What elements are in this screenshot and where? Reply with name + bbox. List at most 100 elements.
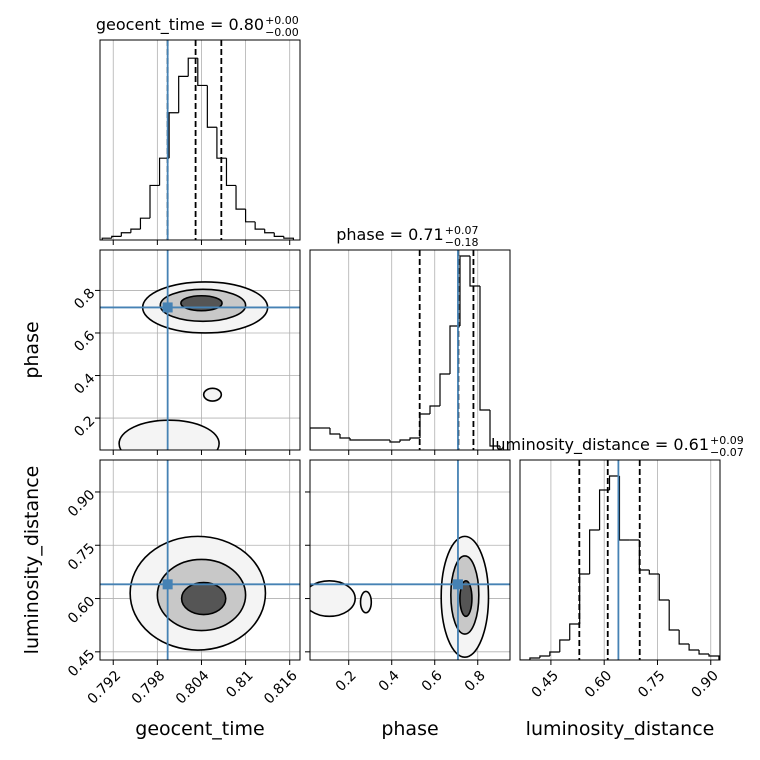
hist-step [648, 570, 660, 575]
contour [202, 387, 223, 402]
truth-marker [162, 579, 173, 590]
hist-step [339, 434, 350, 439]
hist-step [579, 573, 590, 624]
hist-step [598, 489, 610, 530]
hist-step [439, 373, 450, 406]
hist-step [409, 437, 420, 440]
hist-step [589, 529, 600, 574]
hist-step [149, 184, 160, 219]
hist-step [235, 185, 246, 210]
y-tick-label: 0.75 [65, 540, 98, 573]
x-tick-label: 0.2 [333, 668, 360, 695]
hist-step [111, 235, 122, 239]
y-tick-label: 0.8 [71, 285, 98, 312]
panel-title: geocent_time = 0.80 [96, 15, 264, 35]
hist-step [101, 237, 112, 240]
hist-step [139, 217, 150, 230]
hist-step [429, 405, 440, 414]
x-tick-label: 0.90 [688, 668, 721, 701]
hist-step [216, 127, 227, 159]
y-axis-label: luminosity_distance [21, 466, 43, 655]
hist-step [698, 650, 709, 655]
title-upper: +0.07 [445, 224, 479, 237]
hist-step [678, 630, 690, 645]
panel [100, 460, 300, 660]
contour [118, 419, 220, 450]
title-upper: +0.09 [710, 434, 744, 447]
panel [310, 250, 510, 450]
hist-step [158, 157, 170, 186]
hist-step [618, 476, 630, 541]
truth-marker [162, 302, 173, 313]
x-tick-label: 0.792 [85, 668, 125, 708]
x-tick-label: 0.60 [582, 668, 615, 701]
x-tick-label: 0.81 [223, 668, 256, 701]
panel-frame [519, 459, 721, 661]
contour [459, 579, 473, 618]
hist-step [130, 228, 141, 233]
hist-step [349, 438, 360, 441]
hist-step [529, 657, 540, 660]
hist-step [549, 651, 560, 656]
x-axis-label: phase [381, 718, 438, 740]
hist-step [608, 475, 620, 490]
x-tick-label: 0.798 [129, 668, 169, 708]
hist-step [499, 446, 510, 450]
title-lower: −0.18 [445, 236, 479, 249]
hist-step [419, 413, 430, 438]
hist-step [310, 427, 320, 450]
contour [359, 590, 373, 614]
truth-marker [452, 579, 463, 590]
hist-step [449, 325, 460, 374]
hist-step [244, 209, 256, 223]
x-tick-label: 0.6 [419, 668, 446, 695]
hist-step [389, 440, 400, 443]
x-tick-label: 0.804 [173, 668, 213, 708]
panel-title: luminosity_distance = 0.61 [491, 435, 709, 455]
panel-frame [99, 459, 301, 661]
x-axis-label: geocent_time [135, 718, 264, 740]
hist-step [708, 654, 720, 660]
panel-frame [99, 39, 301, 241]
hist-step [399, 439, 410, 442]
contour [180, 581, 227, 616]
hist-step [178, 75, 189, 113]
hist-step [688, 644, 700, 651]
y-tick-label: 0.45 [65, 647, 98, 680]
hist-step [187, 57, 198, 77]
hist-step [168, 112, 179, 159]
hist-step [569, 623, 580, 640]
x-tick-label: 0.45 [529, 668, 562, 701]
title-upper: +0.00 [265, 14, 299, 27]
hist-step [479, 286, 490, 411]
contour [180, 294, 223, 312]
contour [310, 579, 356, 618]
panel-title: phase = 0.71 [336, 225, 443, 244]
x-tick-label: 0.8 [462, 668, 489, 695]
hist-step [120, 232, 131, 237]
hist-step [264, 229, 275, 234]
hist-step [668, 600, 680, 631]
y-tick-label: 0.2 [71, 413, 98, 440]
x-axis-label: luminosity_distance [526, 718, 715, 740]
hist-step [206, 85, 217, 128]
hist-step [197, 58, 208, 87]
y-tick-label: 0.90 [65, 487, 98, 520]
hist-step [469, 256, 480, 287]
y-tick-label: 0.60 [65, 594, 98, 627]
x-tick-label: 0.75 [635, 668, 668, 701]
y-tick-label: 0.4 [71, 371, 98, 398]
hist-step [559, 639, 570, 652]
hist-step [329, 428, 340, 435]
hist-step [658, 574, 670, 601]
title-lower: −0.00 [265, 26, 299, 39]
y-tick-label: 0.6 [71, 328, 98, 355]
hist-step [225, 158, 237, 187]
hist-step [273, 232, 284, 237]
hist-step [539, 655, 550, 658]
panel [100, 250, 300, 450]
panel [310, 460, 510, 660]
hist-step [283, 236, 294, 240]
panel [101, 40, 294, 240]
